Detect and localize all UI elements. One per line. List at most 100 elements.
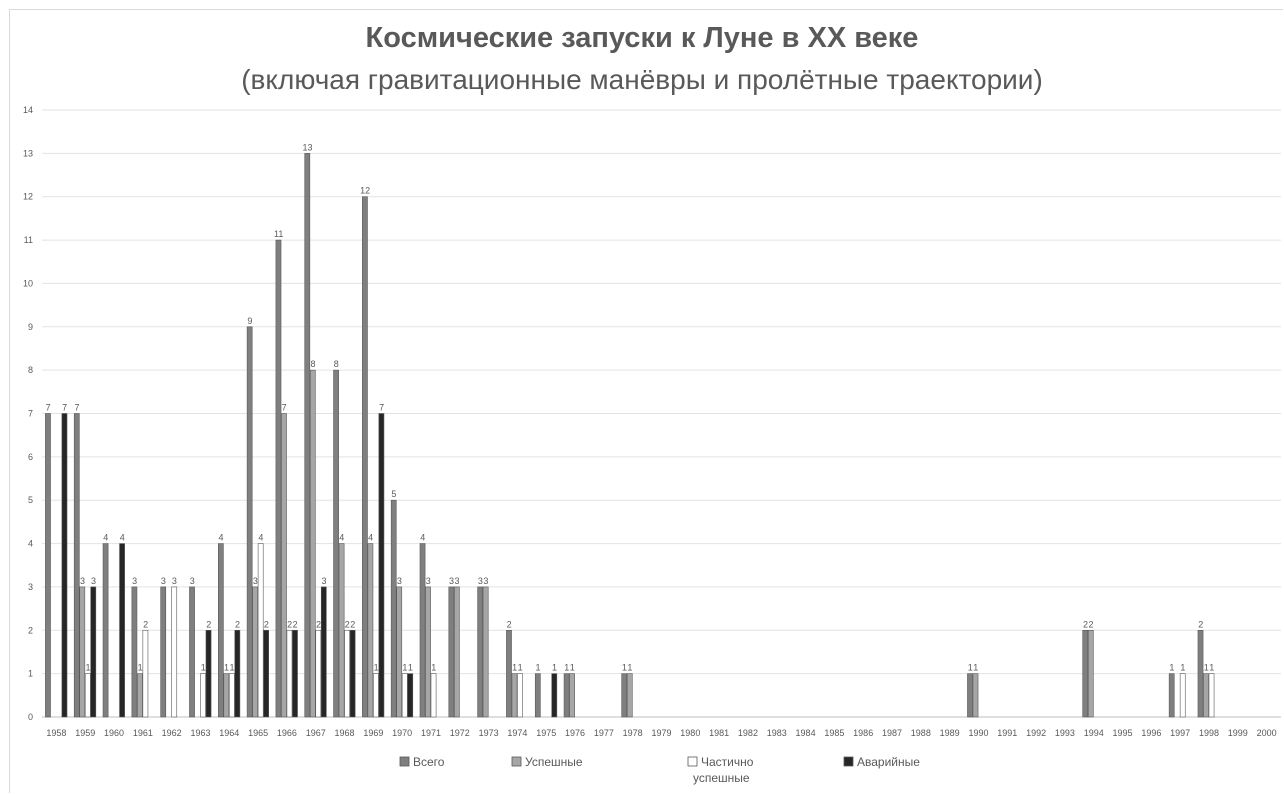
data-label: 1 [224, 663, 229, 673]
x-tick-label: 1991 [997, 728, 1017, 738]
data-label: 4 [339, 533, 344, 543]
data-label: 3 [132, 576, 137, 586]
data-label: 3 [253, 576, 258, 586]
x-tick-label: 1971 [421, 728, 441, 738]
data-label: 1 [402, 663, 407, 673]
y-tick-label: 0 [28, 712, 33, 722]
x-tick-label: 1990 [968, 728, 988, 738]
data-label: 8 [334, 359, 339, 369]
bar [362, 196, 368, 718]
x-tick-label: 1988 [911, 728, 931, 738]
bar [160, 586, 167, 718]
x-tick-label: 1959 [75, 728, 95, 738]
x-tick-label: 1996 [1141, 728, 1161, 738]
bar [252, 586, 259, 718]
legend: Всего Успешные Частично успешные Аварийные [399, 755, 920, 785]
data-label: 3 [483, 576, 488, 586]
data-label: 3 [190, 576, 195, 586]
data-label: 3 [161, 576, 166, 586]
bar [396, 586, 403, 718]
data-label: 2 [316, 619, 321, 629]
x-tick-label: 1994 [1084, 728, 1104, 738]
bar [569, 673, 575, 718]
data-label: 1 [518, 663, 523, 673]
x-tick-label: 1970 [392, 728, 412, 738]
bar [189, 586, 195, 718]
data-label: 2 [206, 619, 211, 629]
data-label: 1 [1169, 663, 1174, 673]
data-label: 1 [1204, 663, 1209, 673]
bar [205, 629, 212, 718]
bar [90, 586, 97, 718]
data-label: 11 [274, 229, 283, 239]
x-tick-label: 1966 [277, 728, 297, 738]
data-label: 1 [408, 663, 413, 673]
x-tick-label: 1999 [1228, 728, 1248, 738]
x-tick-label: 1961 [133, 728, 153, 738]
bar [972, 673, 979, 718]
bar [281, 413, 287, 718]
data-label: 3 [426, 576, 431, 586]
bar [506, 629, 512, 718]
data-label: 1 [230, 663, 235, 673]
bar [349, 629, 356, 718]
y-tick-label: 9 [28, 322, 33, 332]
bar [1208, 673, 1215, 718]
legend-swatch [399, 756, 410, 767]
x-axis: 1958 1959 1960 1961 1962 1963 1964 1965 1966 1967… [46, 728, 1276, 738]
x-tick-label: 1992 [1026, 728, 1046, 738]
data-label: 3 [80, 576, 85, 586]
data-label: 5 [391, 489, 396, 499]
legend-swatch [843, 756, 854, 767]
bar [217, 543, 224, 718]
x-tick-label: 1986 [853, 728, 873, 738]
bar [1087, 629, 1094, 718]
bar [551, 673, 558, 718]
legend-swatch [511, 756, 522, 767]
data-label: 1 [552, 663, 557, 673]
bar [373, 673, 379, 718]
data-label: 1 [431, 663, 436, 673]
data-label: 4 [103, 533, 108, 543]
bar [263, 629, 270, 718]
legend-label: Частично успешные [693, 755, 754, 785]
data-label: 2 [507, 619, 512, 629]
bar [223, 673, 230, 718]
data-label: 3 [172, 576, 177, 586]
bar [338, 543, 345, 718]
y-tick-label: 1 [28, 669, 33, 679]
y-tick-label: 3 [28, 582, 33, 592]
y-tick-label: 2 [28, 625, 33, 635]
bar [286, 629, 293, 718]
bar [45, 413, 51, 718]
bar [79, 586, 86, 718]
bar [482, 586, 489, 718]
bar [292, 629, 298, 718]
x-tick-label: 1973 [479, 728, 499, 738]
bar [137, 673, 143, 718]
x-tick-label: 1987 [882, 728, 902, 738]
bar [419, 543, 426, 718]
bar [430, 673, 437, 718]
data-label: 4 [219, 533, 224, 543]
bar [315, 629, 322, 718]
x-tick-label: 1972 [450, 728, 470, 738]
bar [517, 673, 523, 718]
x-tick-label: 1982 [738, 728, 758, 738]
bar [477, 586, 484, 718]
bar [407, 673, 414, 718]
bar [967, 673, 973, 718]
bar [275, 239, 282, 718]
bar [367, 543, 374, 718]
bar [1168, 673, 1175, 718]
x-tick-label: 1965 [248, 728, 268, 738]
data-label: 12 [360, 186, 370, 196]
x-tick-label: 1958 [46, 728, 66, 738]
x-tick-label: 1995 [1113, 728, 1133, 738]
bar [448, 586, 455, 718]
bar [246, 326, 253, 718]
data-label: 3 [321, 576, 326, 586]
data-label: 1 [512, 663, 517, 673]
